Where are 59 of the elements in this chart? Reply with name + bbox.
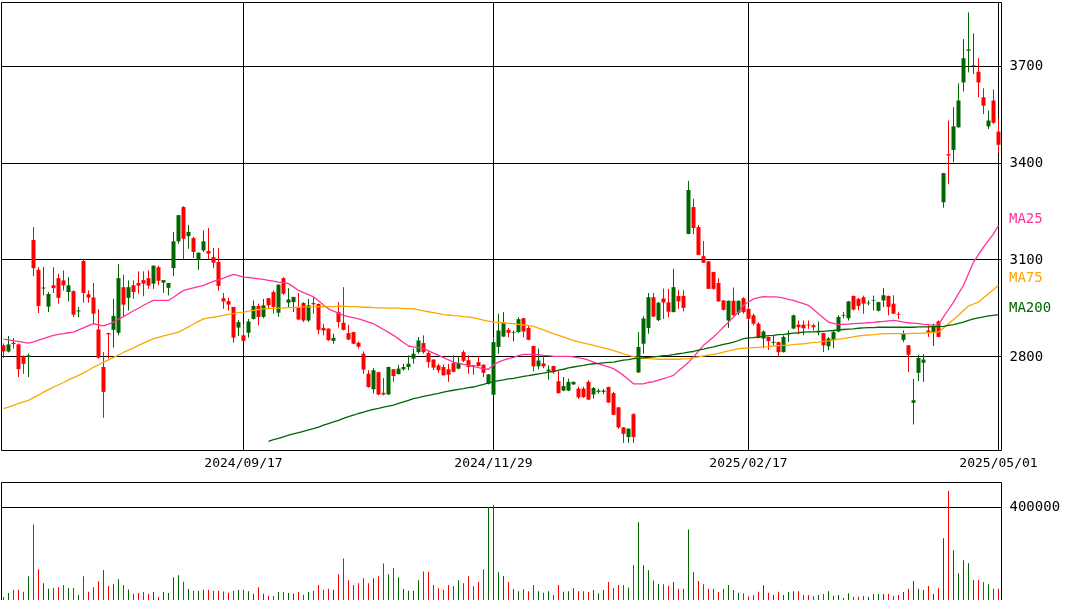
candlestick bbox=[91, 282, 96, 326]
candlestick bbox=[76, 306, 81, 318]
candlestick bbox=[191, 236, 196, 259]
candlestick bbox=[251, 299, 256, 321]
line-series bbox=[2, 224, 1000, 385]
candlestick bbox=[906, 344, 911, 373]
candlestick bbox=[631, 412, 636, 444]
candlestick bbox=[46, 291, 51, 313]
y-tick-label: 3400 bbox=[1009, 154, 1044, 171]
candlestick bbox=[921, 353, 926, 383]
candlestick bbox=[71, 289, 76, 318]
y-tick-label: 400000 bbox=[1009, 498, 1061, 515]
x-tick-label: 2024/11/29 bbox=[454, 454, 533, 470]
candlestick bbox=[981, 87, 986, 115]
candlestick bbox=[971, 32, 976, 75]
candlestick bbox=[371, 367, 376, 394]
candlestick bbox=[186, 224, 191, 250]
candlestick bbox=[206, 227, 211, 260]
y-tick-label: 3100 bbox=[1009, 250, 1044, 267]
candlestick bbox=[66, 276, 71, 302]
candlestick bbox=[656, 301, 661, 322]
candlestick bbox=[881, 287, 886, 308]
candlestick bbox=[976, 57, 981, 98]
candlestick bbox=[261, 298, 266, 319]
x-tick-label: 2025/02/17 bbox=[709, 454, 788, 470]
series-label: MA200 bbox=[1009, 298, 1052, 315]
candlestick bbox=[26, 353, 31, 378]
line-series bbox=[267, 314, 1000, 442]
candlestick bbox=[146, 269, 151, 290]
candlestick bbox=[341, 286, 346, 331]
candlestick bbox=[216, 247, 221, 292]
y-tick-label: 2800 bbox=[1009, 347, 1044, 364]
y-tick-label: 3700 bbox=[1009, 57, 1044, 74]
candlestick bbox=[666, 288, 671, 318]
candlestick bbox=[911, 378, 916, 425]
candlestick bbox=[726, 299, 731, 329]
candlestick bbox=[586, 379, 591, 401]
candlestick bbox=[156, 265, 161, 286]
candlestick bbox=[651, 292, 656, 318]
candlestick bbox=[996, 117, 1001, 154]
line-series bbox=[2, 284, 1000, 410]
candlestick bbox=[271, 289, 276, 315]
candlestick bbox=[201, 229, 206, 253]
candlestick bbox=[121, 274, 126, 318]
candlestick bbox=[41, 266, 46, 296]
candlestick bbox=[246, 318, 251, 339]
candlestick bbox=[846, 300, 851, 321]
x-tick-label: 2024/09/17 bbox=[204, 454, 283, 470]
candlestick bbox=[861, 295, 866, 315]
candlestick bbox=[731, 287, 736, 317]
series-label: MA25 bbox=[1009, 209, 1043, 226]
candlestick bbox=[361, 350, 366, 375]
candlestick bbox=[511, 329, 516, 342]
candlestick bbox=[966, 11, 971, 73]
x-tick-label: 2025/05/01 bbox=[959, 454, 1038, 470]
candlestick bbox=[991, 89, 996, 125]
series-label: MA75 bbox=[1009, 269, 1043, 286]
candlestick bbox=[126, 279, 131, 311]
candlestick bbox=[681, 289, 686, 312]
